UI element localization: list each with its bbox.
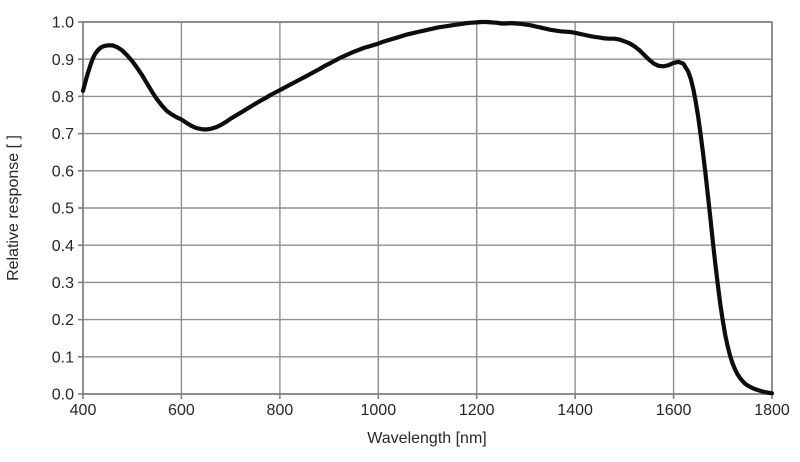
x-tick-label: 1200 bbox=[459, 402, 495, 419]
y-tick-label: 0.8 bbox=[52, 89, 74, 106]
y-axis-title: Relative response [ ] bbox=[5, 135, 22, 281]
x-tick-label: 800 bbox=[267, 402, 294, 419]
y-tick-label: 0.3 bbox=[52, 275, 74, 292]
y-tick-label: 0.5 bbox=[52, 201, 74, 218]
x-tick-label: 1000 bbox=[361, 402, 397, 419]
y-tick-label: 0.2 bbox=[52, 312, 74, 329]
response-curve bbox=[80, 19, 775, 396]
y-tick-label: 0.6 bbox=[52, 163, 74, 180]
y-tick-label: 0.7 bbox=[52, 126, 74, 143]
y-tick-label: 0.0 bbox=[52, 387, 74, 404]
x-tick-label: 1400 bbox=[557, 402, 593, 419]
y-tick-label: 0.4 bbox=[52, 238, 74, 255]
x-tick-label: 1800 bbox=[754, 402, 790, 419]
y-tick-label: 0.1 bbox=[52, 349, 74, 366]
y-tick-label: 1.0 bbox=[52, 15, 74, 32]
x-axis-title: Wavelength [nm] bbox=[367, 430, 487, 447]
y-tick-label: 0.9 bbox=[52, 52, 74, 69]
x-tick-label: 400 bbox=[70, 402, 97, 419]
x-tick-label: 600 bbox=[168, 402, 195, 419]
x-tick-label: 1600 bbox=[656, 402, 692, 419]
